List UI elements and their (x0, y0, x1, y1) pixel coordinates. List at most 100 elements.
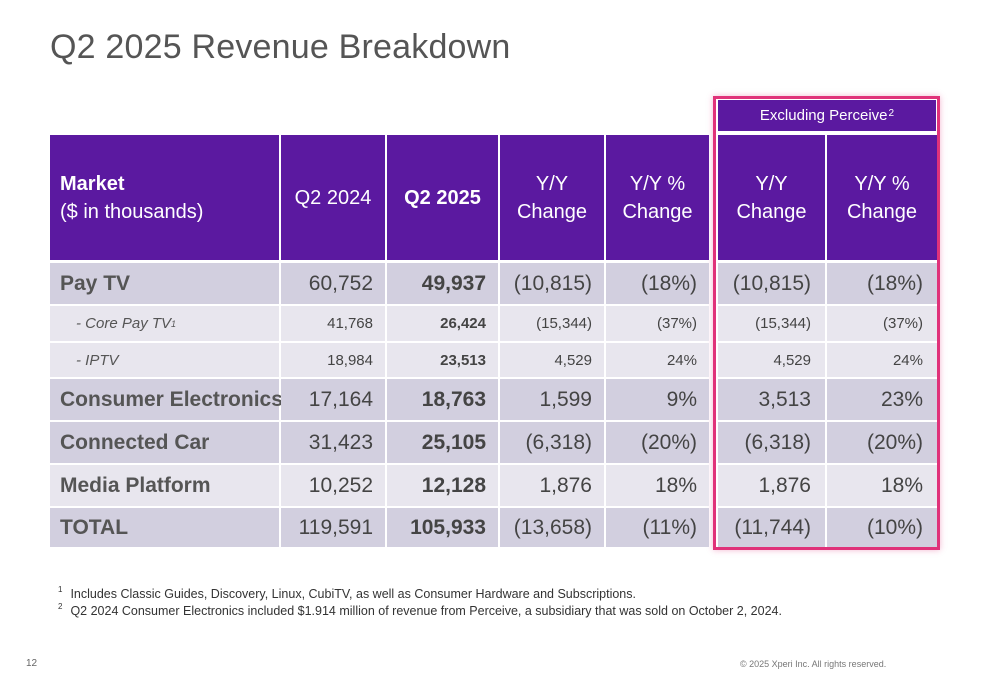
row-0-label-cell: Pay TV (50, 263, 279, 304)
row-1-footnote-marker: 1 (171, 318, 177, 329)
row-3-q2-2024: 17,164 (308, 387, 373, 411)
row-6-yy: (13,658) (513, 515, 592, 539)
row-0-ex-yy-cell: (10,815) (718, 263, 825, 304)
row-4-yy: (6,318) (525, 430, 592, 454)
row-0-q2-2024-cell: 60,752 (281, 263, 385, 304)
row-2-label-cell: - IPTV (50, 343, 279, 377)
row-5-yy-pct: 18% (654, 473, 697, 497)
footnote-2-text: Q2 2024 Consumer Electronics included $1… (70, 604, 782, 619)
row-4-q2-2024: 31,423 (308, 430, 373, 454)
header-ex-yy-pct-change: Y/Y % Change (827, 135, 937, 260)
row-5-q2-2025: 12,128 (421, 473, 486, 497)
row-0-yy-pct: (18%) (640, 271, 697, 295)
excluding-perceive-footnote-marker: 2 (888, 108, 895, 119)
header-q2-2024: Q2 2024 (281, 135, 385, 260)
header-market-units: ($ in thousands) (60, 200, 204, 223)
row-2-q2-2025: 23,513 (440, 351, 486, 369)
row-3-yy: 1,599 (539, 387, 592, 411)
row-5-yy-pct-cell: 18% (606, 465, 709, 506)
row-4-yy-cell: (6,318) (500, 422, 604, 463)
row-2-label: - IPTV (76, 351, 119, 369)
row-5-q2-2024-cell: 10,252 (281, 465, 385, 506)
row-6-yy-pct: (11%) (642, 515, 697, 539)
row-1-label-cell: - Core Pay TV 1 (50, 306, 279, 341)
excluding-perceive-highlight (713, 96, 940, 550)
header-yy-change: Y/Y Change (500, 135, 604, 260)
row-6-q2-2024: 119,591 (298, 515, 373, 539)
header-yy-pct-change: Y/Y % Change (606, 135, 709, 260)
row-5-label-cell: Media Platform (50, 465, 279, 506)
row-6-q2-2024-cell: 119,591 (281, 508, 385, 547)
row-3-q2-2024-cell: 17,164 (281, 379, 385, 420)
row-1-yy-pct: (37%) (656, 315, 697, 332)
row-3-yy-pct-cell: 9% (606, 379, 709, 420)
row-3-label: Consumer Electronics (60, 387, 283, 411)
header-ex-yy-change: Y/Y Change (718, 135, 825, 260)
row-1-q2-2025-cell: 26,424 (387, 306, 498, 341)
row-6-yy-cell: (13,658) (500, 508, 604, 547)
row-5-q2-2025-cell: 12,128 (387, 465, 498, 506)
footnote-1-number: 1 (58, 585, 63, 594)
row-4-label-cell: Connected Car (50, 422, 279, 463)
row-6-q2-2025: 105,933 (410, 515, 486, 539)
row-1-yy-cell: (15,344) (500, 306, 604, 341)
row-0-yy-pct-cell: (18%) (606, 263, 709, 304)
row-4-ex-yy-pct-cell: (20%) (827, 422, 937, 463)
page-number: 12 (26, 658, 38, 669)
row-4-yy-pct-cell: (20%) (606, 422, 709, 463)
page-title: Q2 2025 Revenue Breakdown (50, 28, 511, 66)
row-3-q2-2025-cell: 18,763 (387, 379, 498, 420)
row-1-ex-yy-pct: (37%) (882, 315, 923, 332)
row-1-q2-2024: 41,768 (327, 315, 373, 332)
row-1-yy-pct-cell: (37%) (606, 306, 709, 341)
header-q2-2025-label: Q2 2025 (404, 186, 481, 209)
row-5-ex-yy-pct: 18% (880, 473, 923, 497)
row-0-yy-cell: (10,815) (500, 263, 604, 304)
header-q2-2024-label: Q2 2024 (294, 186, 372, 209)
row-3-ex-yy-cell: 3,513 (718, 379, 825, 420)
row-6-q2-2025-cell: 105,933 (387, 508, 498, 547)
row-3-yy-pct: 9% (666, 387, 697, 411)
row-0-q2-2024: 60,752 (308, 271, 373, 295)
row-2-q2-2024: 18,984 (327, 351, 373, 369)
row-2-ex-yy: 4,529 (773, 351, 811, 369)
row-6-ex-yy-cell: (11,744) (718, 508, 825, 547)
header-ex-yy-change-line2: Change (736, 200, 807, 223)
row-6-ex-yy-pct-cell: (10%) (827, 508, 937, 547)
row-0-q2-2025: 49,937 (421, 271, 486, 295)
row-5-yy: 1,876 (539, 473, 592, 497)
header-market-title: Market (60, 172, 125, 195)
row-3-ex-yy-pct-cell: 23% (827, 379, 937, 420)
row-5-ex-yy-cell: 1,876 (718, 465, 825, 506)
header-q2-2025: Q2 2025 (387, 135, 498, 260)
row-3-label-cell: Consumer Electronics (50, 379, 283, 420)
excluding-perceive-label: Excluding Perceive 2 (718, 100, 936, 131)
row-4-yy-pct: (20%) (640, 430, 697, 454)
row-6-label-cell: TOTAL (50, 508, 279, 547)
row-3-q2-2025: 18,763 (421, 387, 486, 411)
header-ex-yy-pct-change-line2: Change (846, 200, 918, 223)
row-4-q2-2024-cell: 31,423 (281, 422, 385, 463)
row-2-q2-2024-cell: 18,984 (281, 343, 385, 377)
row-1-yy: (15,344) (536, 315, 592, 332)
row-0-yy: (10,815) (513, 271, 592, 295)
row-4-ex-yy: (6,318) (744, 430, 811, 454)
row-5-label: Media Platform (60, 473, 211, 497)
row-3-yy-cell: 1,599 (500, 379, 604, 420)
row-2-yy-pct: 24% (666, 351, 697, 369)
footnote-2: 2 Q2 2024 Consumer Electronics included $… (58, 602, 782, 619)
footnote-1: 1 Includes Classic Guides, Discovery, Lin… (58, 585, 636, 602)
row-5-ex-yy-pct-cell: 18% (827, 465, 937, 506)
row-0-ex-yy-pct: (18%) (866, 271, 923, 295)
row-0-q2-2025-cell: 49,937 (387, 263, 498, 304)
header-yy-pct-change-line1: Y/Y % (629, 172, 686, 195)
row-1-q2-2025: 26,424 (440, 315, 486, 332)
row-2-ex-yy-pct-cell: 24% (827, 343, 937, 377)
excluding-perceive-text: Excluding Perceive (759, 107, 888, 124)
row-6-ex-yy-pct: (10%) (866, 515, 923, 539)
row-1-ex-yy-pct-cell: (37%) (827, 306, 937, 341)
footnote-1-text: Includes Classic Guides, Discovery, Linu… (70, 587, 636, 602)
row-4-label: Connected Car (60, 430, 210, 454)
header-market: Market ($ in thousands) (50, 135, 279, 260)
row-3-ex-yy: 3,513 (758, 387, 811, 411)
